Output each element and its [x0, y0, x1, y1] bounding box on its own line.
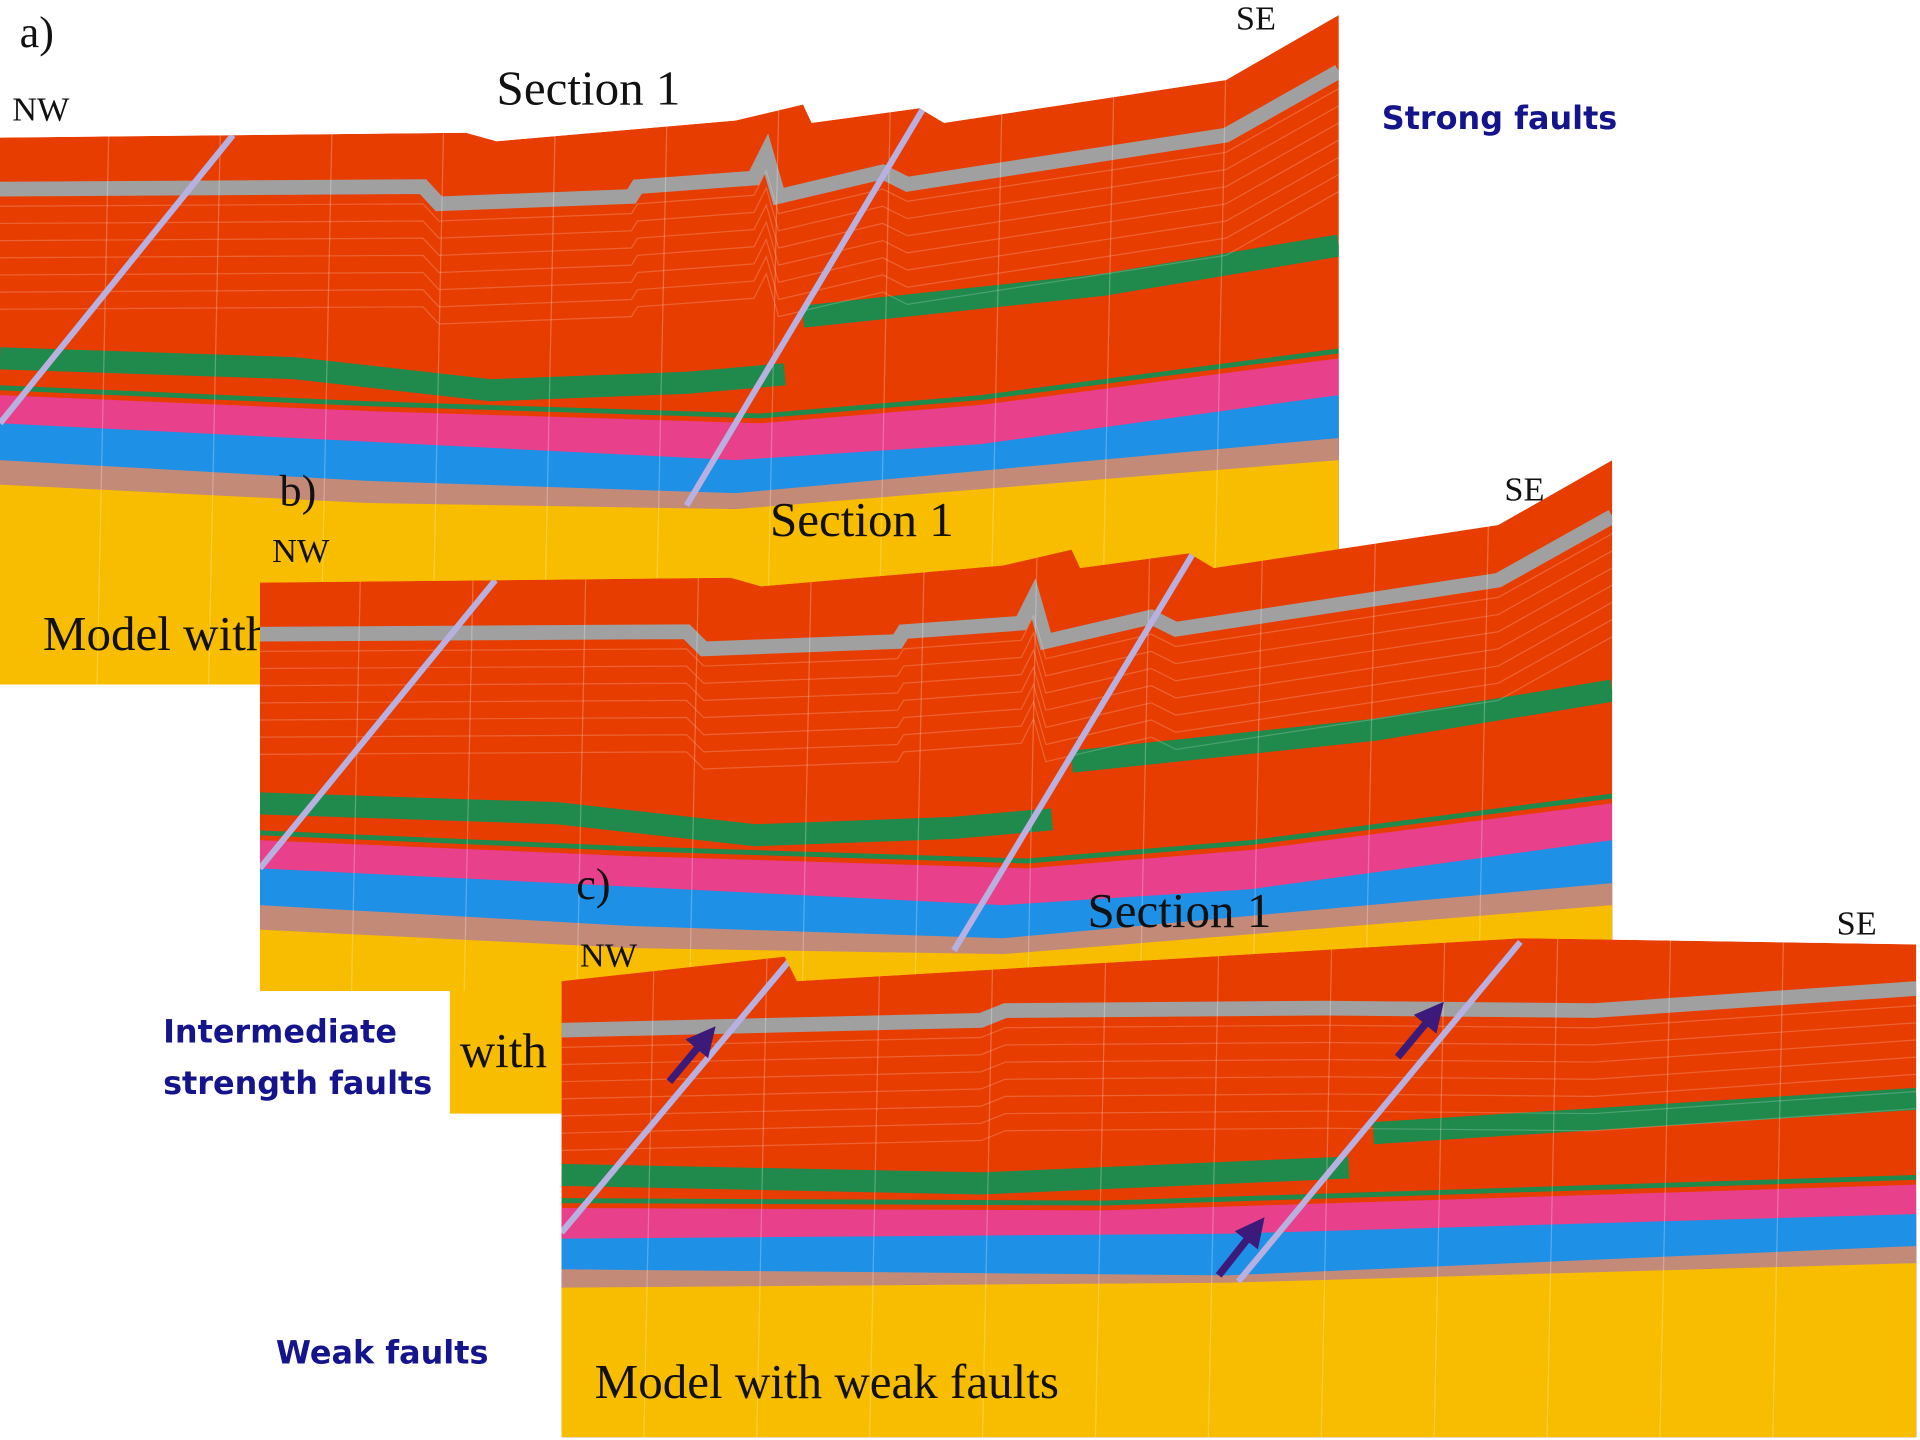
figure: a)NWSESection 1Model with strong faultsb…	[0, 0, 1920, 1440]
fault-type-label: Intermediate	[163, 1012, 397, 1050]
direction-se: SE	[1236, 0, 1276, 38]
section-title: Section 1	[497, 61, 681, 116]
model-caption: Model with weak faults	[595, 1354, 1059, 1409]
direction-nw: NW	[272, 532, 330, 570]
section-title: Section 1	[1088, 883, 1272, 938]
panel-label: a)	[20, 8, 54, 57]
direction-nw: NW	[12, 90, 70, 128]
fault-type-label: strength faults	[163, 1064, 432, 1102]
direction-nw: NW	[580, 936, 638, 974]
fault-type-label: Weak faults	[276, 1334, 489, 1372]
fault-type-label: Strong faults	[1382, 99, 1618, 137]
section-title: Section 1	[770, 492, 954, 547]
model-caption: with	[460, 1023, 547, 1078]
page: {"panels": [ {"label": "a)", "left": "NW…	[0, 0, 1920, 1440]
panel-label: b)	[280, 466, 317, 515]
panel-label: c)	[576, 860, 610, 909]
direction-se: SE	[1837, 905, 1877, 943]
direction-se: SE	[1504, 471, 1544, 509]
